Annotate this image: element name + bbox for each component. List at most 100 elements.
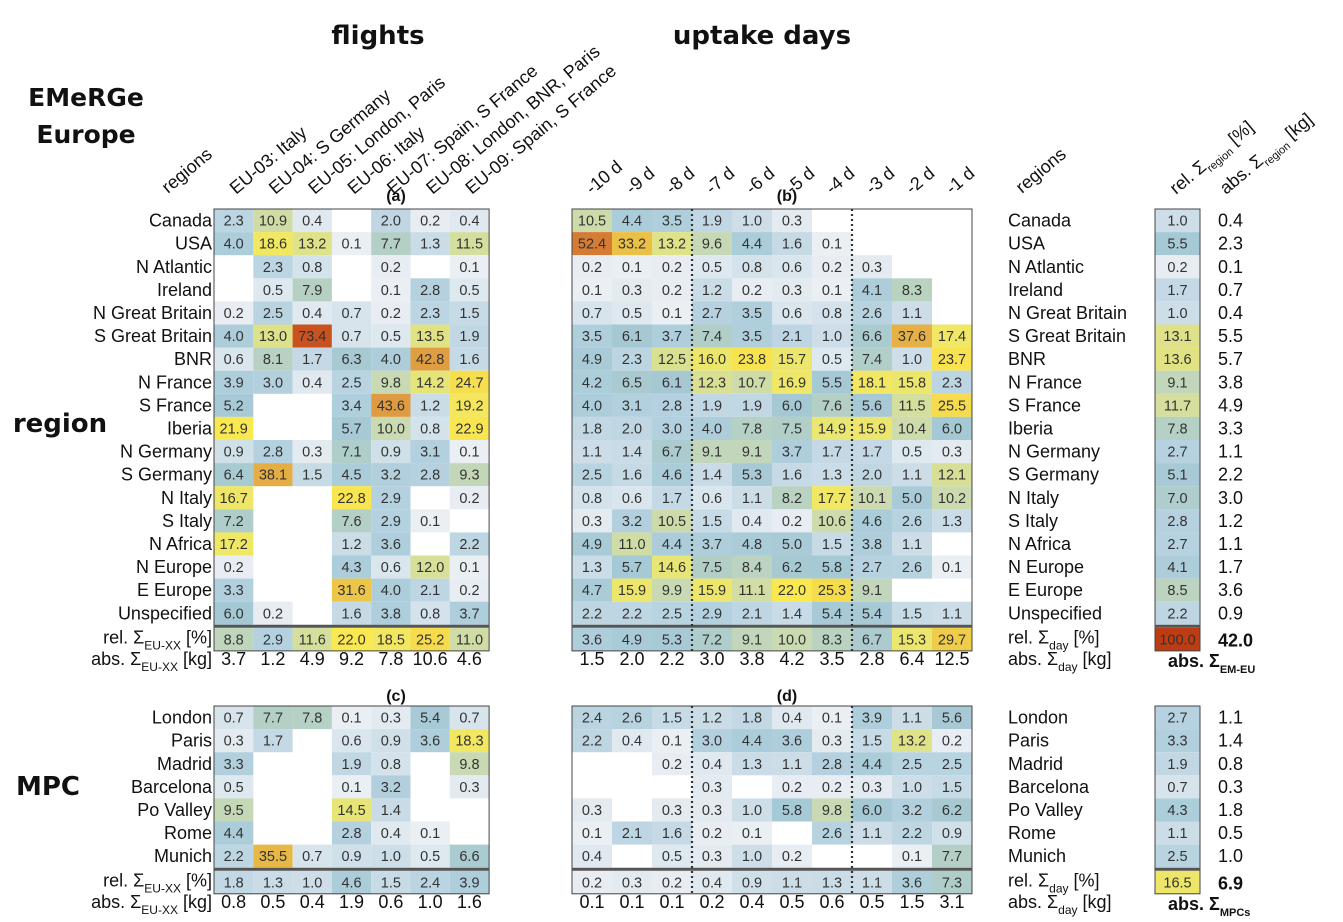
europe-flight-cell: 0.2 — [371, 255, 411, 279]
europe-region-rel-cell-fill — [1155, 509, 1200, 533]
mpc-day-rel-sum-cell: 1.1 — [772, 870, 812, 894]
europe-day-cell: 1.3 — [572, 555, 612, 579]
europe-day-cell-value: 16.9 — [778, 375, 806, 391]
mpc-region-rel-cell: 2.7 — [1155, 706, 1200, 730]
europe-day-cell-fill — [692, 601, 732, 625]
europe-flight-cell-value: 3.0 — [263, 375, 283, 391]
europe-day-cell-fill — [612, 370, 652, 394]
mpc-day-cell-fill — [852, 798, 892, 822]
mpc-day-cell: 0.5 — [652, 844, 692, 868]
europe-flight-cell-value: 0.6 — [381, 560, 401, 576]
europe-day-cell: 10.5 — [572, 209, 612, 233]
europe-day-cell-fill — [652, 301, 692, 325]
europe-day-cell-value: 1.7 — [862, 445, 882, 461]
europe-flight-cell-value: 0.8 — [420, 606, 440, 622]
europe-flight-cell-value: 43.6 — [377, 398, 405, 414]
mpc-day-cell-value: 4.4 — [862, 757, 882, 773]
europe-flight-cell: 0.1 — [331, 232, 372, 256]
europe-flight-cell-value: 2.5 — [263, 306, 283, 322]
europe-region-rel-cell-value: 1.0 — [1167, 214, 1187, 230]
mpc-day-cell-value: 0.9 — [942, 826, 962, 842]
europe-day-cell: 0.2 — [652, 278, 692, 302]
europe-flight-cell-value: 4.0 — [381, 583, 401, 599]
mpc-day-cell-value: 0.2 — [782, 780, 802, 796]
europe-region-label-right: N Europe — [1008, 557, 1084, 577]
mpc-day-cell-value: 0.3 — [662, 803, 682, 819]
mpc-day-cell: 0.3 — [692, 775, 732, 799]
europe-day-cell-fill — [572, 555, 612, 579]
europe-day-cell-fill — [732, 301, 772, 325]
europe-flight-cell-value: 3.6 — [381, 537, 401, 553]
europe-day-rel-sum-cell-fill — [852, 627, 892, 651]
europe-flight-cell: 0.2 — [214, 301, 254, 325]
europe-day-cell: 0.3 — [772, 209, 812, 233]
europe-day-cell-value: 6.2 — [782, 560, 802, 576]
mpc-day-cell: 2.8 — [812, 752, 852, 776]
europe-day-cell: 2.6 — [852, 301, 892, 325]
mpc-day-rel-sum-cell-value: 0.4 — [702, 875, 722, 891]
mpc-flight-rel-sum-cell-value: 1.8 — [224, 875, 244, 891]
europe-day-cell-value: 12.5 — [658, 352, 686, 368]
europe-day-cell-fill — [852, 393, 892, 417]
europe-flight-cell-fill — [449, 532, 490, 556]
europe-day-cell-fill — [692, 463, 732, 487]
europe-flight-cell-value: 0.5 — [263, 283, 283, 299]
mpc-day-cell-value: 1.1 — [862, 826, 882, 842]
europe-region-rel-cell-value: 4.1 — [1167, 560, 1187, 576]
europe-flight-cell-value: 19.2 — [455, 398, 483, 414]
europe-flight-cell-fill — [371, 324, 411, 348]
europe-flight-cell-value: 0.7 — [341, 329, 361, 345]
europe-region-rel-cell: 13.1 — [1155, 324, 1200, 348]
mpc-region-rel-cell-value: 0.7 — [1167, 780, 1187, 796]
europe-flight-cell: 1.5 — [449, 301, 490, 325]
mpc-day-rel-sum-cell-value: 0.3 — [622, 875, 642, 891]
header-day: -9 d — [622, 163, 659, 198]
mpc-flight-cell: 0.1 — [331, 775, 372, 799]
europe-day-cell-fill — [572, 601, 612, 625]
mpc-day-abs-sum: 0.6 — [819, 892, 844, 912]
europe-region-rel-cell-value: 0.2 — [1167, 260, 1187, 276]
mpc-day-cell-value: 0.2 — [702, 826, 722, 842]
europe-day-cell-fill — [812, 347, 852, 371]
mpc-flight-cell-value: 1.9 — [341, 757, 361, 773]
europe-day-cell: 0.3 — [852, 255, 892, 279]
mpc-region-label-right: Rome — [1008, 823, 1056, 843]
europe-flight-cell: 12.0 — [410, 555, 450, 579]
europe-flight-cell: 0.4 — [449, 209, 490, 233]
europe-flight-cell-value: 2.3 — [224, 214, 244, 230]
europe-day-cell-value: 4.0 — [702, 421, 722, 437]
mpc-day-cell-fill — [732, 729, 772, 753]
europe-region-abs-value: 3.3 — [1218, 418, 1243, 438]
europe-day-cell-value: 1.1 — [942, 606, 962, 622]
europe-region-rel-cell-fill — [1155, 555, 1200, 579]
mpc-flight-cell: 0.7 — [449, 706, 490, 730]
mpc-region-label-right: Paris — [1008, 731, 1049, 751]
europe-day-cell: 1.9 — [692, 209, 732, 233]
europe-flight-cell-value: 7.6 — [341, 514, 361, 530]
europe-day-cell-value: 0.8 — [742, 260, 762, 276]
mpc-day-cell-value: 0.1 — [822, 711, 842, 727]
europe-flight-cell-value: 31.6 — [337, 583, 365, 599]
europe-flight-cell-fill — [214, 209, 254, 233]
europe-region-rel-cell-fill — [1155, 601, 1200, 625]
mpc-flight-cell-fill — [253, 706, 293, 730]
europe-region-abs-value: 1.7 — [1218, 557, 1243, 577]
mpc-region-label-left: Po Valley — [137, 800, 212, 820]
europe-day-cell-fill — [932, 347, 972, 371]
europe-day-cell-fill — [732, 232, 772, 256]
europe-flight-cell-fill — [331, 324, 372, 348]
europe-day-cell-fill — [652, 347, 692, 371]
europe-day-cell-value: 11.1 — [738, 583, 765, 599]
europe-day-cell-value: 0.6 — [622, 491, 642, 507]
mpc-day-cell-value: 1.6 — [662, 826, 682, 842]
europe-region-rel-cell-value: 2.7 — [1167, 445, 1187, 461]
europe-region-rel-cell-fill — [1155, 255, 1200, 279]
europe-day-cell-fill — [572, 370, 612, 394]
europe-day-cell-fill — [692, 486, 732, 510]
europe-day-cell-fill — [772, 232, 812, 256]
europe-day-cell-value: 1.2 — [702, 283, 722, 299]
europe-day-cell-value: 0.3 — [782, 283, 802, 299]
mpc-day-cell: 1.8 — [732, 706, 772, 730]
europe-day-cell-fill — [692, 393, 732, 417]
europe-day-cell: 1.7 — [812, 440, 852, 464]
